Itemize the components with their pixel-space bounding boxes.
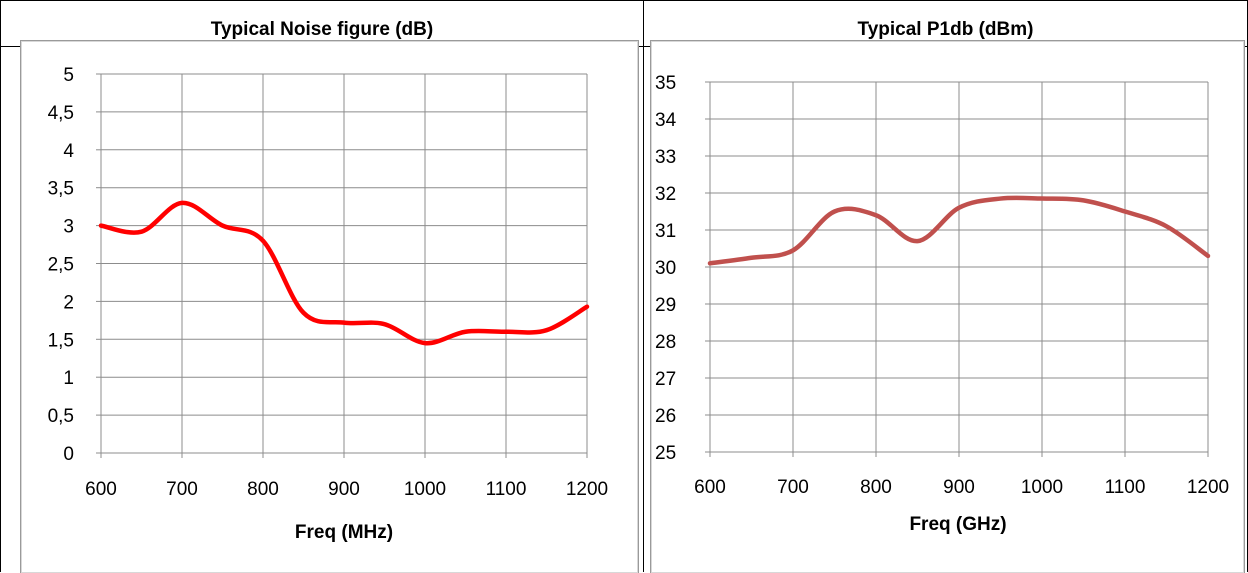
noise-figure-chart-area <box>20 40 639 573</box>
p1db-title: Typical P1db (dBm) <box>857 19 1034 40</box>
noise-figure-title: Typical Noise figure (dB) <box>210 19 434 40</box>
table-border-top <box>0 0 1248 1</box>
table-border-left <box>0 0 1 572</box>
p1db-chart-area <box>650 40 1245 573</box>
table-column-divider <box>643 0 644 572</box>
